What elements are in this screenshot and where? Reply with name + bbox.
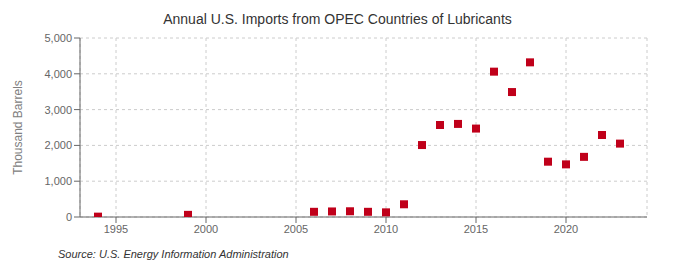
svg-text:3,000: 3,000 xyxy=(44,104,72,116)
svg-text:2000: 2000 xyxy=(194,223,218,235)
svg-text:Thousand Barrels: Thousand Barrels xyxy=(11,80,25,175)
svg-text:5,000: 5,000 xyxy=(44,32,72,44)
svg-text:2020: 2020 xyxy=(554,223,578,235)
svg-text:0: 0 xyxy=(66,211,72,223)
svg-text:1995: 1995 xyxy=(104,223,128,235)
svg-text:4,000: 4,000 xyxy=(44,68,72,80)
svg-text:1,000: 1,000 xyxy=(44,175,72,187)
svg-text:2015: 2015 xyxy=(464,223,488,235)
html-text:Annual U.S. Imports from OPEC: Annual U.S. Imports from OPEC Countries … xyxy=(163,11,512,27)
svg-text:2,000: 2,000 xyxy=(44,139,72,151)
svg-text:2005: 2005 xyxy=(284,223,308,235)
html-text:Source: U.S. Energy Informatio: Source: U.S. Energy Information Administ… xyxy=(58,248,289,260)
svg-text:2010: 2010 xyxy=(374,223,398,235)
